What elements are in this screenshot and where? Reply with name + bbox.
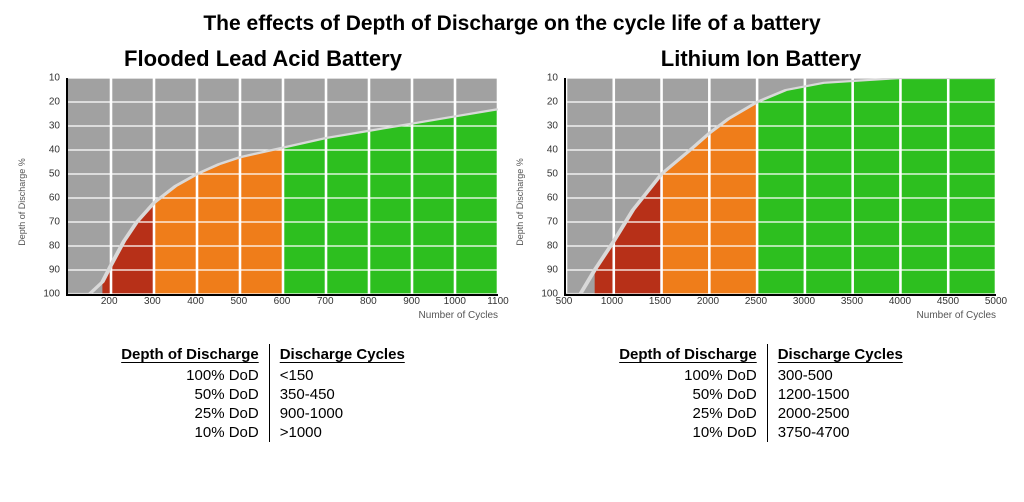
cell-dod: 10% DoD: [111, 423, 269, 442]
chart-panel: Lithium Ion BatteryDepth of Discharge %1…: [526, 46, 996, 442]
y-tick: 30: [49, 121, 60, 132]
x-tick: 2500: [745, 296, 767, 307]
y-tick: 40: [49, 145, 60, 156]
panel-title: Flooded Lead Acid Battery: [28, 46, 498, 72]
x-tick: 200: [101, 296, 118, 307]
x-tick: 1000: [444, 296, 466, 307]
y-tick: 60: [49, 193, 60, 204]
chart-svg: [68, 78, 498, 294]
table-row: 100% DoD300-500: [609, 366, 913, 385]
x-axis-label: Number of Cycles: [917, 310, 996, 321]
cell-dod: 100% DoD: [609, 366, 767, 385]
cell-dod: 50% DoD: [609, 385, 767, 404]
y-tick: 10: [49, 73, 60, 84]
table-row: 25% DoD900-1000: [111, 404, 415, 423]
y-tick: 30: [547, 121, 558, 132]
y-tick: 60: [547, 193, 558, 204]
y-tick: 40: [547, 145, 558, 156]
y-tick: 20: [49, 97, 60, 108]
panel-title: Lithium Ion Battery: [526, 46, 996, 72]
page-root: The effects of Depth of Discharge on the…: [0, 0, 1024, 502]
x-tick: 300: [144, 296, 161, 307]
table-row: 50% DoD350-450: [111, 385, 415, 404]
x-tick: 1000: [601, 296, 623, 307]
cell-dod: 100% DoD: [111, 366, 269, 385]
x-tick: 4500: [937, 296, 959, 307]
table-head-right: Discharge Cycles: [767, 344, 913, 366]
chart-wrap: Depth of Discharge %10203040506070809010…: [28, 78, 498, 326]
table-row: 10% DoD3750-4700: [609, 423, 913, 442]
x-tick: 1100: [487, 296, 509, 307]
x-ticks: 20030040050060070080090010001100: [66, 296, 498, 310]
x-tick: 3500: [841, 296, 863, 307]
cell-cycles: 900-1000: [269, 404, 415, 423]
plot-area: [564, 78, 996, 296]
x-axis-label: Number of Cycles: [419, 310, 498, 321]
cell-cycles: 1200-1500: [767, 385, 913, 404]
x-tick: 900: [403, 296, 420, 307]
y-tick: 70: [547, 217, 558, 228]
x-tick: 400: [187, 296, 204, 307]
table-head-right: Discharge Cycles: [269, 344, 415, 366]
y-tick: 80: [547, 241, 558, 252]
y-axis-label: Depth of Discharge %: [17, 158, 27, 246]
cell-dod: 10% DoD: [609, 423, 767, 442]
table-head-left: Depth of Discharge: [609, 344, 767, 366]
y-tick: 90: [547, 265, 558, 276]
y-ticks: 102030405060708090100: [526, 78, 562, 294]
cell-cycles: 3750-4700: [767, 423, 913, 442]
y-axis-label: Depth of Discharge %: [515, 158, 525, 246]
cell-dod: 25% DoD: [111, 404, 269, 423]
dod-table: Depth of DischargeDischarge Cycles100% D…: [609, 344, 913, 442]
cell-cycles: >1000: [269, 423, 415, 442]
cell-cycles: <150: [269, 366, 415, 385]
cell-cycles: 300-500: [767, 366, 913, 385]
chart-panel: Flooded Lead Acid Battery Depth of Discha…: [28, 46, 498, 442]
x-tick: 2000: [697, 296, 719, 307]
y-tick: 20: [547, 97, 558, 108]
plot-area: [66, 78, 498, 296]
table-row: 100% DoD<150: [111, 366, 415, 385]
y-tick: 80: [49, 241, 60, 252]
cell-dod: 25% DoD: [609, 404, 767, 423]
table-row: 25% DoD2000-2500: [609, 404, 913, 423]
x-tick: 500: [556, 296, 573, 307]
y-tick: 50: [49, 169, 60, 180]
chart-svg: [566, 78, 996, 294]
panels-row: Flooded Lead Acid Battery Depth of Discha…: [20, 46, 1004, 442]
dod-table: Depth of DischargeDischarge Cycles100% D…: [111, 344, 415, 442]
chart-wrap: Depth of Discharge %10203040506070809010…: [526, 78, 996, 326]
region-green: [757, 78, 996, 294]
x-tick: 1500: [649, 296, 671, 307]
y-ticks: 102030405060708090100: [28, 78, 64, 294]
cell-dod: 50% DoD: [111, 385, 269, 404]
y-tick: 50: [547, 169, 558, 180]
x-tick: 600: [274, 296, 291, 307]
y-tick: 100: [43, 289, 60, 300]
x-tick: 500: [230, 296, 247, 307]
cell-cycles: 2000-2500: [767, 404, 913, 423]
x-tick: 700: [317, 296, 334, 307]
x-tick: 4000: [889, 296, 911, 307]
cell-cycles: 350-450: [269, 385, 415, 404]
table-row: 50% DoD1200-1500: [609, 385, 913, 404]
x-tick: 800: [360, 296, 377, 307]
main-title: The effects of Depth of Discharge on the…: [20, 12, 1004, 36]
y-tick: 90: [49, 265, 60, 276]
x-tick: 5000: [985, 296, 1007, 307]
table-row: 10% DoD>1000: [111, 423, 415, 442]
x-tick: 3000: [793, 296, 815, 307]
y-tick: 10: [547, 73, 558, 84]
x-ticks: 500100015002000250030003500400045005000: [564, 296, 996, 310]
table-head-left: Depth of Discharge: [111, 344, 269, 366]
y-tick: 70: [49, 217, 60, 228]
